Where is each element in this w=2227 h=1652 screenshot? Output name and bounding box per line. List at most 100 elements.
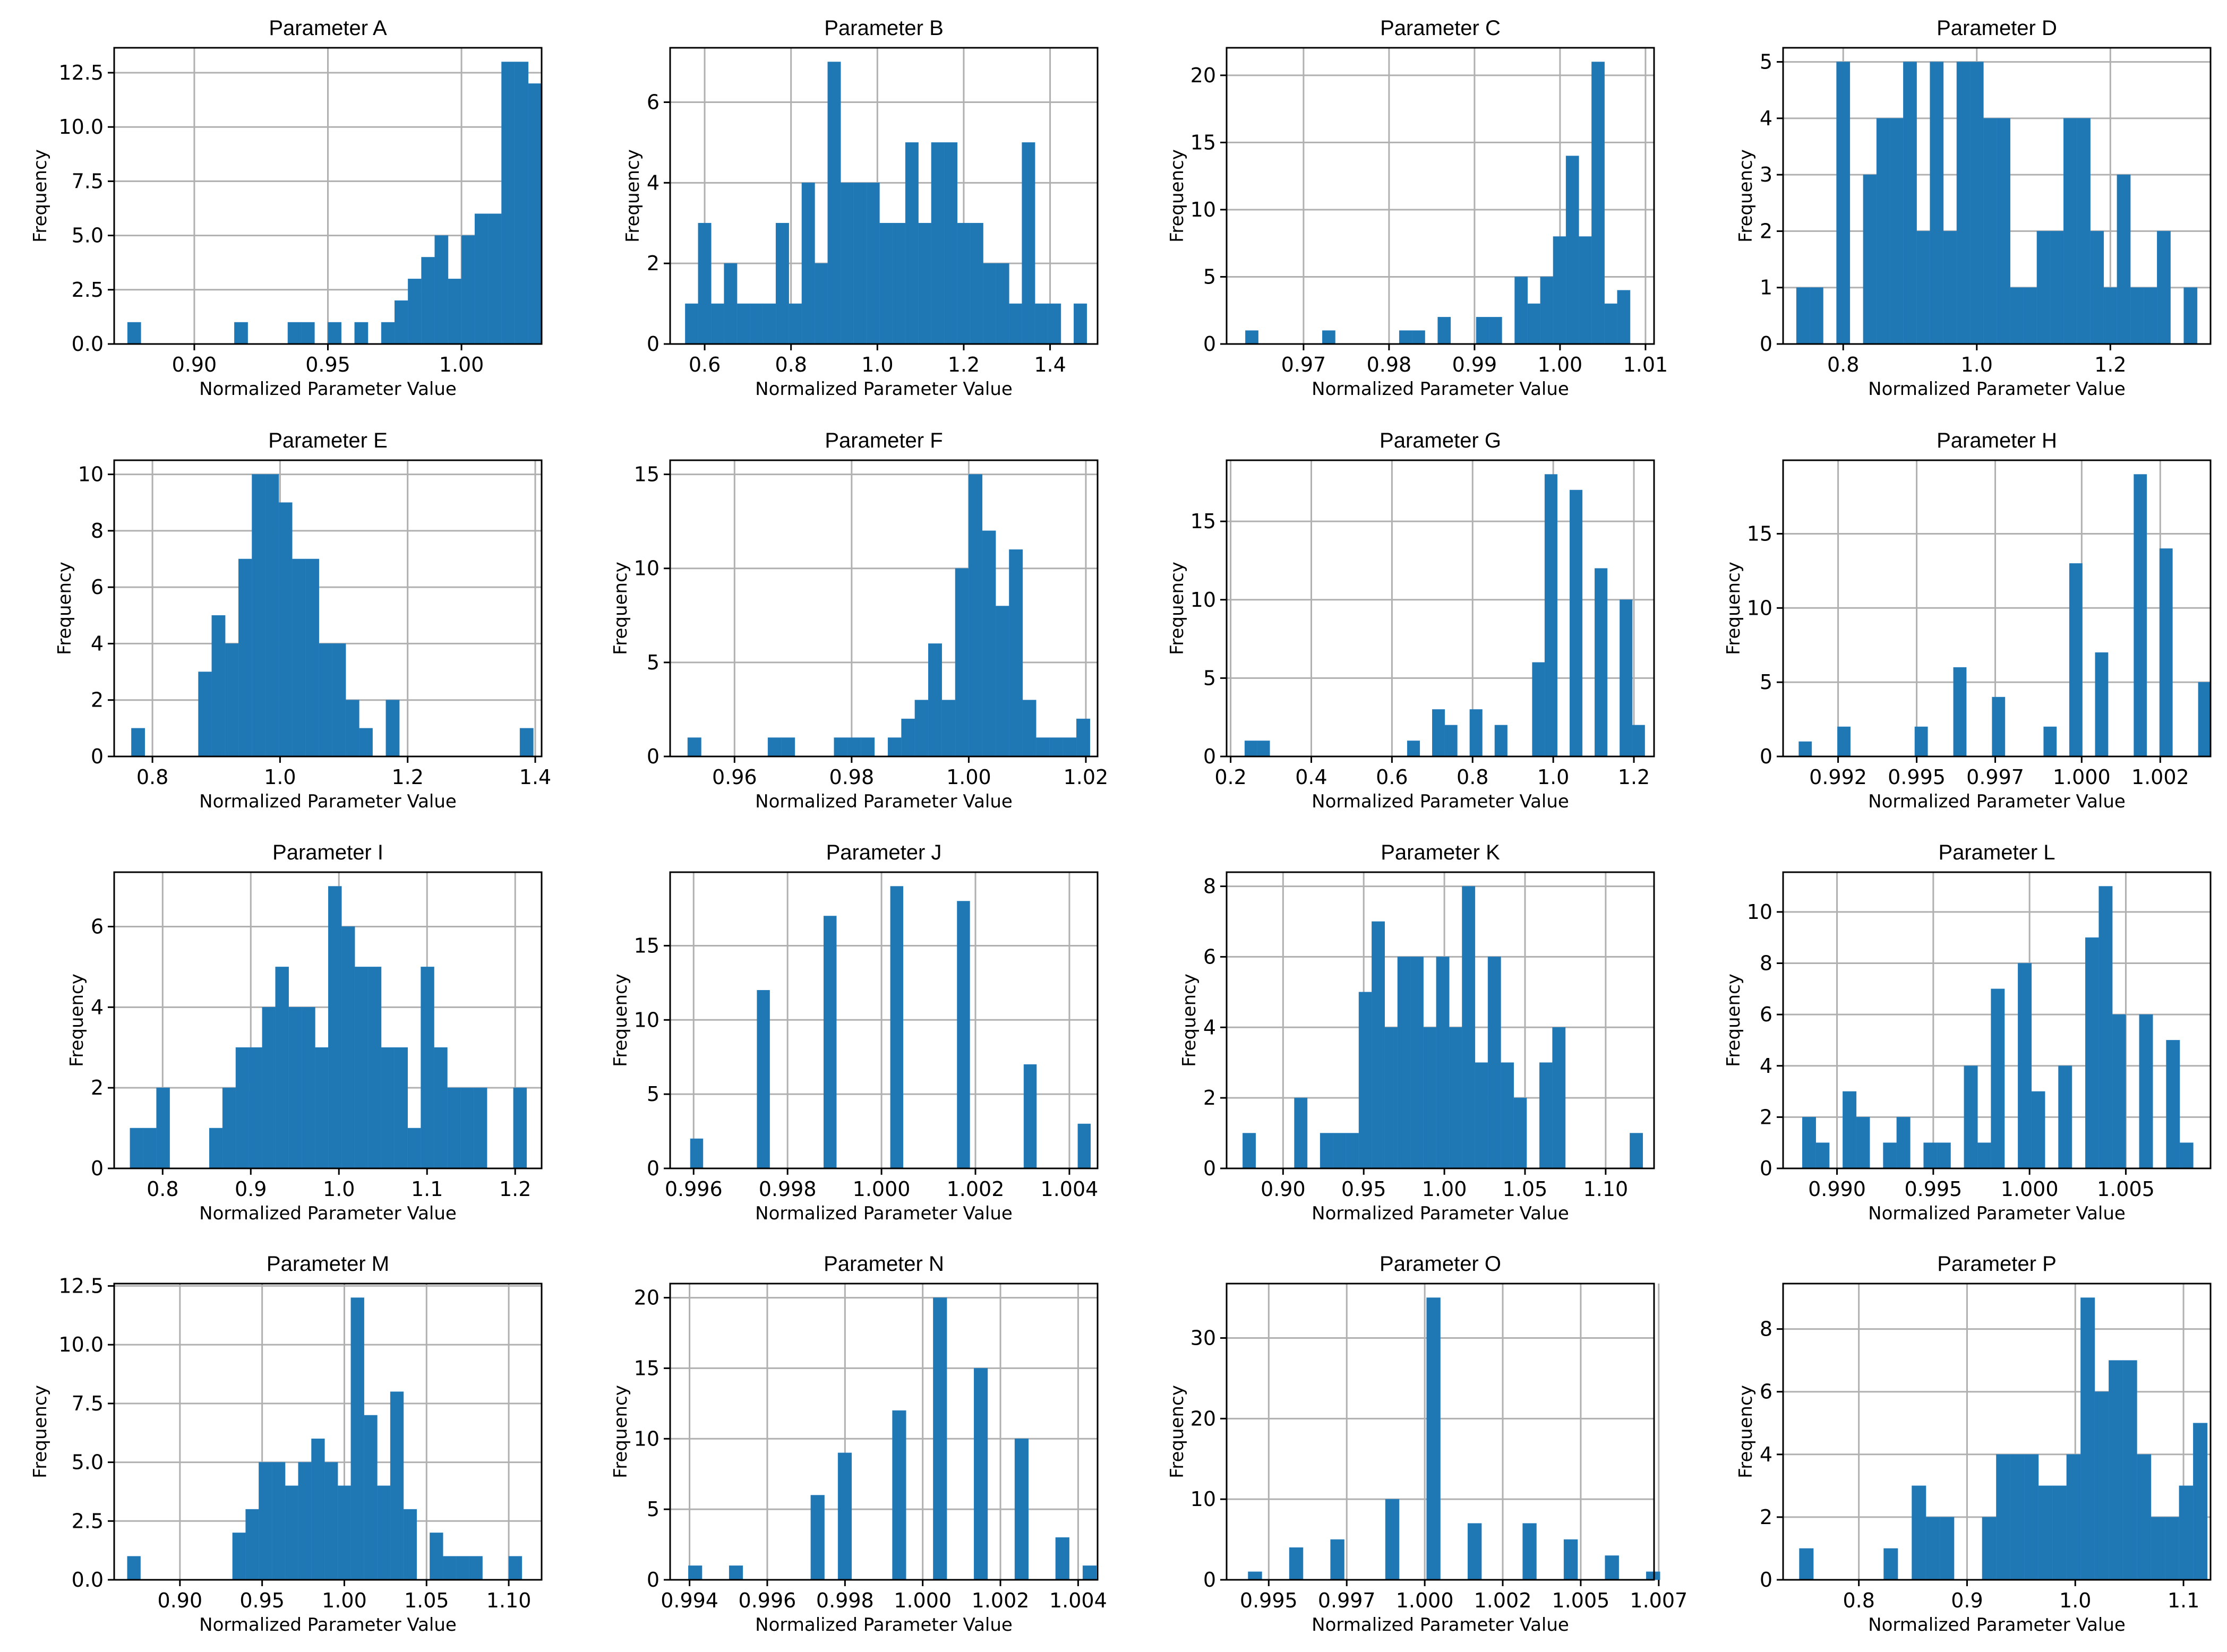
y-tick-label: 8: [91, 519, 104, 543]
histogram-bar: [1501, 1062, 1514, 1169]
x-tick-label: 0.8: [147, 1177, 178, 1201]
histogram-bar: [311, 1438, 325, 1580]
histogram-bar: [1462, 886, 1476, 1169]
histogram-bar: [1436, 957, 1450, 1169]
x-tick-label: 0.90: [172, 353, 217, 376]
histogram-bar: [996, 263, 1009, 345]
y-tick-label: 0: [1760, 745, 1772, 768]
histogram-bar: [1532, 662, 1545, 757]
histogram-bar: [1996, 1454, 2011, 1580]
histogram-bar: [2010, 1454, 2025, 1580]
x-tick-label: 1.2: [499, 1177, 531, 1201]
x-tick-label: 0.90: [1261, 1177, 1306, 1201]
histogram-bar: [508, 1556, 523, 1580]
y-axis-label: Frequency: [1735, 149, 1757, 243]
histogram-bar: [288, 1007, 302, 1169]
subplot-title: Parameter M: [267, 1252, 389, 1276]
x-tick-label: 1.0: [2059, 1589, 2091, 1612]
histogram-bar: [2183, 287, 2198, 345]
histogram-bar: [2151, 1517, 2165, 1580]
histogram-bar: [301, 322, 315, 345]
histogram-bar: [324, 1462, 338, 1580]
x-tick-label: 0.4: [1295, 765, 1327, 789]
histogram-bar: [127, 322, 141, 345]
histogram-bar: [1914, 726, 1928, 757]
y-tick-label: 1: [1760, 276, 1772, 299]
histogram-bar: [245, 1509, 259, 1580]
y-tick-label: 10: [1747, 900, 1772, 924]
histogram-bar: [1969, 62, 1984, 345]
histogram-bar: [1544, 474, 1558, 757]
histogram-bar: [292, 558, 306, 757]
histogram-bar: [519, 728, 534, 757]
y-tick-label: 4: [1203, 1016, 1216, 1039]
histogram-bar: [941, 700, 956, 757]
histogram-bar: [350, 1297, 364, 1580]
histogram-bar: [1320, 1133, 1333, 1169]
histogram-bar: [918, 222, 932, 345]
subplot-title: Parameter C: [1380, 16, 1501, 40]
histogram-bar: [407, 1128, 421, 1169]
x-tick-label: 1.00: [439, 353, 484, 376]
histogram-bar: [789, 303, 802, 345]
y-tick-label: 6: [647, 90, 659, 114]
y-axis-label: Frequency: [610, 562, 631, 655]
histogram-bar: [861, 737, 875, 757]
histogram-bar: [1384, 1027, 1398, 1169]
histogram-bar: [1330, 1539, 1344, 1580]
histogram-bar: [1943, 231, 1957, 345]
y-tick-label: 5: [1203, 265, 1216, 288]
histogram-bar: [265, 474, 279, 757]
x-tick-label: 0.8: [775, 353, 807, 376]
y-tick-label: 2: [91, 1076, 104, 1099]
y-axis-label: Frequency: [1179, 974, 1200, 1067]
histogram-bar: [225, 643, 239, 757]
x-tick-label: 0.90: [158, 1589, 203, 1612]
histogram-bar: [1591, 62, 1605, 345]
subplot-title: Parameter B: [824, 16, 944, 40]
subplot-parameter-d: 0.8 1.0 1.2 0 1 2 3 4 5 Parameter D Normalized Par…: [1735, 16, 2212, 400]
x-axis-label: Normalized Parameter Value: [1868, 791, 2126, 812]
y-axis-label: Frequency: [30, 149, 51, 243]
histogram-bar: [2031, 1091, 2045, 1169]
subplot-parameter-a: 0.90 0.95 1.00 0.0 2.5 5.0 7.5 10.0 12.5 Paramete…: [30, 16, 543, 400]
histogram-bar: [2159, 548, 2173, 757]
histogram-bar: [2063, 118, 2077, 345]
histogram-bar: [1983, 118, 1997, 345]
x-axis-label: Normalized Parameter Value: [199, 1614, 457, 1636]
y-tick-label: 5: [1760, 50, 1772, 74]
histogram-bar: [982, 530, 996, 757]
histogram-bar: [1992, 696, 2006, 757]
y-tick-label: 6: [1760, 1380, 1772, 1404]
histogram-bar: [1836, 62, 1851, 345]
axes-frame: [1226, 47, 1655, 345]
histogram-bar: [1009, 549, 1023, 757]
histogram-bar: [2109, 1360, 2123, 1580]
x-tick-label: 1.004: [1041, 1177, 1099, 1201]
x-tick-label: 0.998: [759, 1177, 817, 1201]
x-tick-label: 0.95: [239, 1589, 285, 1612]
subplot-title: Parameter P: [1937, 1252, 2057, 1276]
x-tick-label: 1.1: [411, 1177, 443, 1201]
y-tick-label: 15: [634, 1356, 659, 1380]
y-tick-label: 0.0: [72, 332, 104, 356]
histogram-bar: [2139, 1014, 2153, 1169]
histogram-bar: [1035, 737, 1050, 757]
histogram-bar: [890, 886, 904, 1169]
histogram-bar: [1322, 330, 1335, 345]
histogram-bar: [866, 183, 880, 345]
histogram-bar: [528, 83, 542, 345]
histogram-bar: [377, 1485, 391, 1580]
y-tick-label: 15: [1190, 131, 1216, 154]
subplot-title: Parameter J: [826, 841, 942, 864]
histogram-bar: [1014, 1438, 1029, 1580]
x-tick-label: 1.05: [404, 1589, 449, 1612]
y-tick-label: 4: [91, 995, 104, 1019]
y-tick-label: 5: [1760, 670, 1772, 694]
histogram-bar: [2112, 1014, 2126, 1169]
histogram-bar: [275, 967, 289, 1169]
histogram-bar: [767, 737, 782, 757]
histogram-bar: [931, 142, 945, 345]
y-axis-label: Frequency: [66, 974, 88, 1067]
